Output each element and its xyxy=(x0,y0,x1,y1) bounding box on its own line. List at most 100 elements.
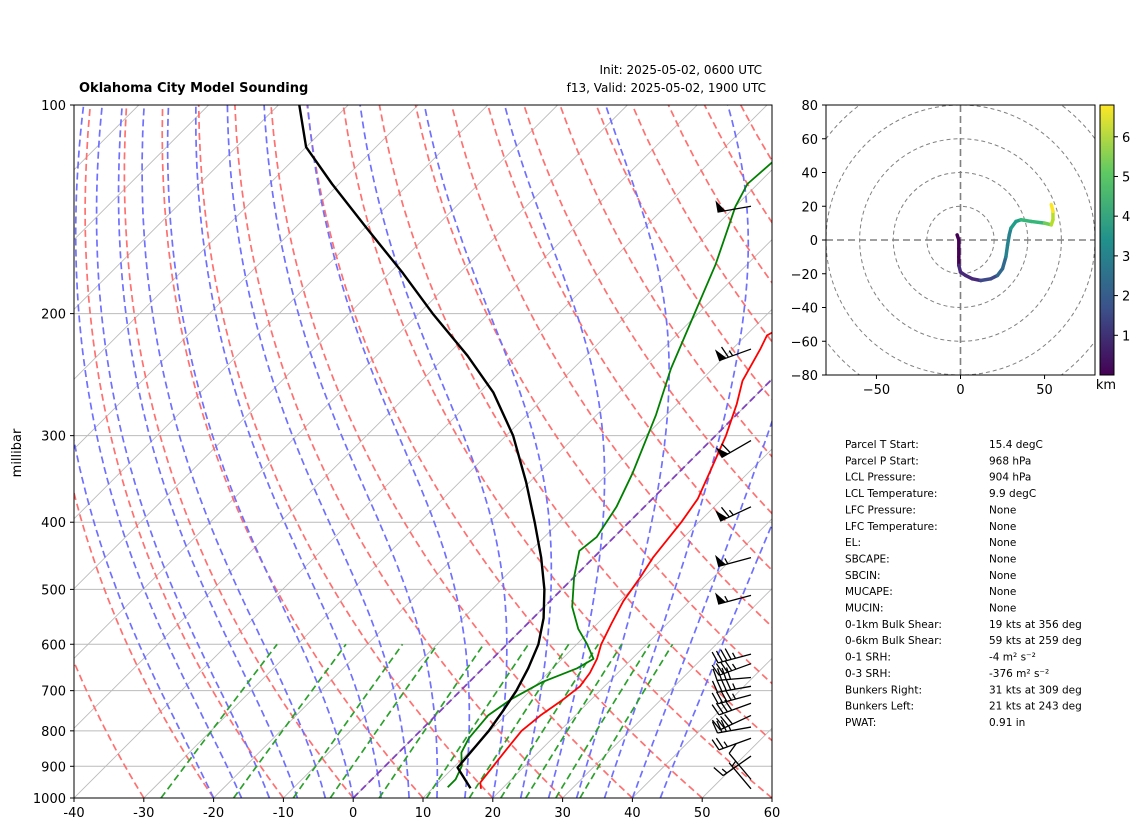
wind-barb xyxy=(728,742,752,780)
wind-barb xyxy=(711,737,752,751)
hodo-y-tick-label: 0 xyxy=(810,234,818,249)
wind-barb xyxy=(715,592,752,605)
table-label: Parcel T Start: xyxy=(845,439,919,451)
isotherm-line xyxy=(74,105,209,241)
wind-barb xyxy=(713,755,752,777)
x-tick-label: 60 xyxy=(764,806,781,821)
hodo-y-tick-label: 80 xyxy=(801,99,818,114)
wind-barb xyxy=(711,660,752,676)
skewt-y-axis: 1000 900 800 700 600 500 400 300 200 100 xyxy=(33,99,74,807)
table-value: 19 kts at 356 deg xyxy=(989,619,1082,631)
colorbar-tick-label: 2 xyxy=(1122,290,1130,305)
y-tick-label: 700 xyxy=(41,685,66,700)
wind-barb xyxy=(715,554,752,568)
table-value: 968 hPa xyxy=(989,455,1031,467)
isotherm-line xyxy=(771,797,772,798)
y-axis-label: millibar xyxy=(10,428,25,477)
table-value: None xyxy=(989,553,1016,565)
hodo-y-tick-label: −80 xyxy=(791,369,818,384)
hodo-x-tick-label: −50 xyxy=(863,383,890,398)
x-tick-label: 30 xyxy=(554,806,571,821)
table-label: SBCAPE: xyxy=(845,553,890,565)
wind-barb xyxy=(711,678,752,693)
table-value: None xyxy=(989,570,1016,582)
isotherm-line xyxy=(74,105,628,660)
isotherm-line xyxy=(74,105,489,520)
mixing-ratio-line xyxy=(525,643,623,798)
dry-adiabat xyxy=(234,105,564,798)
x-tick-label: 50 xyxy=(694,806,711,821)
isotherm-line xyxy=(632,657,772,798)
x-tick-label: 40 xyxy=(624,806,641,821)
moist-adiabat xyxy=(74,436,215,798)
table-value: None xyxy=(989,586,1016,598)
table-label: LFC Pressure: xyxy=(845,504,916,516)
dewpoint-profile xyxy=(447,161,772,788)
table-label: LFC Temperature: xyxy=(845,521,938,533)
mixing-ratio-line xyxy=(555,643,651,798)
table-label: 0-1 SRH: xyxy=(845,652,891,664)
moist-adiabat xyxy=(263,105,439,798)
table-label: 0-1km Bulk Shear: xyxy=(845,619,942,631)
height-colorbar xyxy=(1099,104,1115,376)
dry-adiabat xyxy=(306,105,703,798)
chart-title: Oklahoma City Model Sounding xyxy=(79,81,308,96)
skewt-background-lines xyxy=(74,105,1142,798)
dry-adiabat xyxy=(74,659,145,798)
hodograph-segment xyxy=(1004,243,1010,259)
table-value: -4 m² s⁻² xyxy=(989,652,1036,664)
dry-adiabat xyxy=(777,105,1142,798)
mixing-ratio-line xyxy=(160,643,278,798)
x-tick-label: 0 xyxy=(349,806,357,821)
wind-barb xyxy=(711,714,752,731)
wind-barb xyxy=(711,648,752,664)
moist-adiabat xyxy=(306,105,471,798)
isotherm-line xyxy=(562,587,772,798)
moist-adiabat xyxy=(603,105,750,798)
dry-adiabat xyxy=(74,489,215,798)
table-value: -376 m² s⁻² xyxy=(989,668,1049,680)
hodograph-axes: −50 0 50 80 60 40 20 0 −20 −40 −60 −80 xyxy=(791,99,1053,398)
table-label: LCL Pressure: xyxy=(845,472,916,484)
isotherm-line xyxy=(74,105,558,590)
table-value: None xyxy=(989,537,1016,549)
dry-adiabat xyxy=(414,105,772,685)
skewt-x-axis: -40 -30 -20 -10 0 10 20 30 40 50 60 xyxy=(63,798,780,821)
moist-adiabat xyxy=(117,105,299,798)
mixing-ratio-line xyxy=(329,643,439,798)
mixing-ratio-line xyxy=(468,643,570,798)
skewt-profiles xyxy=(298,105,772,789)
hodo-y-tick-label: 20 xyxy=(801,200,818,215)
isotherm-line xyxy=(422,448,772,798)
mixing-ratio-line xyxy=(232,643,347,798)
table-label: Bunkers Left: xyxy=(845,701,914,713)
table-label: EL: xyxy=(845,537,861,549)
table-label: 0-3 SRH: xyxy=(845,668,891,680)
temperature-profile xyxy=(479,331,772,789)
table-value: 904 hPa xyxy=(989,472,1031,484)
table-value: None xyxy=(989,521,1016,533)
zero-isotherm xyxy=(352,377,772,798)
moist-adiabat xyxy=(631,419,772,798)
y-tick-label: 600 xyxy=(41,638,66,653)
x-tick-label: -10 xyxy=(273,806,294,821)
wind-barb xyxy=(715,440,752,459)
y-tick-label: 900 xyxy=(41,760,66,775)
mixing-ratio-line xyxy=(292,643,404,798)
dry-adiabat xyxy=(559,105,772,458)
dry-adiabat xyxy=(486,105,772,572)
colorbar-tick-label: 1 xyxy=(1122,329,1130,344)
dry-adiabat xyxy=(84,105,285,798)
x-tick-label: 10 xyxy=(415,806,432,821)
y-tick-label: 800 xyxy=(41,725,66,740)
y-tick-label: 500 xyxy=(41,583,66,598)
colorbar-tick-label: 6 xyxy=(1122,131,1130,146)
x-tick-label: -30 xyxy=(133,806,154,821)
table-label: MUCIN: xyxy=(845,603,884,615)
isotherm-line xyxy=(74,105,768,798)
y-tick-label: 400 xyxy=(41,516,66,531)
table-value: 9.9 degC xyxy=(989,488,1036,500)
isotherm-line xyxy=(74,105,698,729)
dry-adiabat xyxy=(378,105,772,742)
table-value: 15.4 degC xyxy=(989,439,1043,451)
